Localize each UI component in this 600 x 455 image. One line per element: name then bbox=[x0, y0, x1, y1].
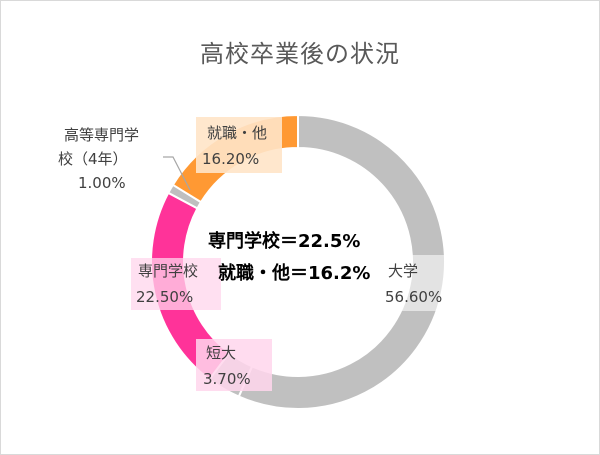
tandai-label-bg bbox=[196, 339, 272, 391]
kosen-leader-line bbox=[163, 156, 191, 191]
kosen-label-line1: 高等専門学 bbox=[64, 126, 139, 144]
tandai-label-value: 3.70% bbox=[203, 370, 251, 388]
slice-daigaku bbox=[237, 113, 447, 410]
center-text-senmon: 専門学校＝22.5% bbox=[208, 230, 360, 252]
senmon-label-bg bbox=[131, 258, 221, 310]
daigaku-label-bg bbox=[380, 255, 466, 311]
shushoku-label-name: 就職・他 bbox=[207, 124, 267, 142]
tandai-label-name: 短大 bbox=[206, 344, 236, 362]
center-text-shushoku: 就職・他＝16.2% bbox=[218, 262, 370, 284]
senmon-label-name: 専門学校 bbox=[138, 262, 198, 280]
kosen-label-line2: 校（4年） bbox=[58, 150, 128, 168]
shushoku-label-bg bbox=[196, 117, 282, 173]
chart-title: 高校卒業後の状況 bbox=[200, 40, 400, 68]
shushoku-label-value: 16.20% bbox=[202, 150, 259, 168]
kosen-label-value: 1.00% bbox=[78, 174, 126, 192]
daigaku-label-value: 56.60% bbox=[385, 288, 442, 306]
senmon-label-value: 22.50% bbox=[136, 288, 193, 306]
daigaku-label-name: 大学 bbox=[388, 262, 418, 280]
